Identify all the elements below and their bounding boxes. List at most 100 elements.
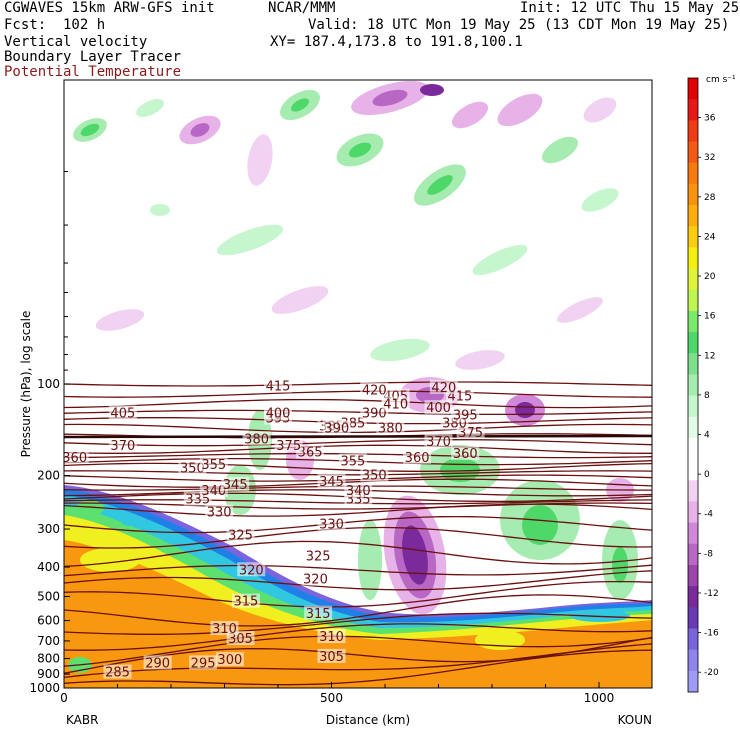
- theta-label-bg: [231, 593, 260, 608]
- colorbar-band: [688, 205, 698, 227]
- colorbar-label: 8: [704, 391, 710, 401]
- colorbar-band: [688, 332, 698, 354]
- theta-line: [64, 540, 652, 568]
- downdraft-area: [247, 134, 273, 186]
- theta-label-bg: [205, 504, 234, 519]
- theta-label: 365: [298, 445, 323, 460]
- downdraft-area: [451, 101, 489, 129]
- colorbar-band: [688, 289, 698, 312]
- endpoint-left-label: KABR: [66, 713, 98, 727]
- updraft-area: [581, 188, 619, 212]
- field-label-boundary-layer-tracer: Boundary Layer Tracer: [4, 49, 182, 65]
- theta-line: [64, 409, 652, 416]
- theta-label: 355: [201, 458, 226, 473]
- downdraft-area: [497, 93, 543, 127]
- theta-label-bg: [451, 446, 480, 461]
- theta-label-bg: [178, 460, 207, 475]
- colorbar-band: [688, 628, 698, 651]
- theta-label-bg: [338, 453, 367, 468]
- y-tick-label: 600: [37, 614, 60, 628]
- updraft-area: [216, 224, 284, 256]
- y-axis-label: Pressure (hPa), log scale: [19, 311, 33, 458]
- theta-label: 330: [207, 506, 232, 521]
- downdraft-core: [372, 89, 408, 107]
- downdraft-core: [515, 402, 535, 418]
- endpoint-right-label: KOUN: [618, 713, 652, 727]
- theta-label-bg: [210, 621, 239, 636]
- updraft-core: [612, 547, 628, 583]
- colorbar-band: [688, 543, 698, 566]
- theta-line: [64, 478, 652, 488]
- theta-label: 305: [228, 632, 253, 647]
- colorbar-band: [688, 226, 698, 248]
- tracer-yellow-patch: [80, 548, 140, 572]
- y-tick-label: 400: [37, 560, 60, 574]
- colorbar-label: -20: [704, 668, 719, 678]
- tracer-orange-band: [64, 540, 652, 688]
- tracer-cyan-patch: [120, 514, 140, 526]
- theta-line: [64, 470, 652, 476]
- colorbar-label: 24: [704, 232, 716, 242]
- theta-line: [64, 503, 652, 517]
- colorbar-band: [688, 416, 698, 439]
- theta-label-bg: [304, 548, 333, 563]
- theta-label-bg: [108, 405, 137, 420]
- theta-label: 350: [180, 462, 205, 477]
- theta-label-bg: [199, 483, 228, 498]
- colorbar-label: -8: [704, 549, 713, 559]
- colorbar-band: [688, 141, 698, 164]
- theta-label-bg: [317, 516, 346, 531]
- y-tick-label: 200: [37, 469, 60, 483]
- theta-label: 290: [145, 656, 170, 671]
- colorbar-band: [688, 395, 698, 418]
- colorbar-band: [688, 522, 698, 545]
- colorbar-label: 28: [704, 193, 716, 203]
- theta-line: [64, 390, 652, 398]
- downdraft-area: [557, 297, 603, 323]
- colorbar-band: [688, 99, 698, 121]
- theta-line: [64, 635, 652, 667]
- colorbar-band: [688, 120, 698, 143]
- theta-label: 380: [378, 421, 403, 436]
- theta-label: 410: [383, 398, 408, 413]
- theta-label: 295: [191, 656, 216, 671]
- colorbar-band: [688, 353, 698, 375]
- theta-label: 375: [276, 439, 301, 454]
- colorbar-band: [688, 607, 698, 629]
- updraft-area: [472, 244, 528, 276]
- theta-label-bg: [360, 405, 389, 420]
- theta-line: [64, 594, 652, 627]
- tracer-green-patch: [76, 500, 104, 516]
- theta-label: 355: [340, 455, 365, 470]
- theta-line: [64, 564, 652, 577]
- theta-label-bg: [237, 562, 266, 577]
- theta-line: [64, 612, 652, 635]
- theta-label: 320: [303, 573, 328, 588]
- colorbar-label: -16: [704, 629, 719, 639]
- theta-label-bg: [424, 433, 453, 448]
- downdraft-area: [455, 350, 505, 370]
- theta-label-bg: [108, 438, 137, 453]
- theta-label: 300: [217, 653, 242, 668]
- theta-label: 390: [362, 406, 387, 421]
- updraft-area: [136, 99, 164, 117]
- theta-label: 360: [405, 451, 430, 466]
- theta-label: 320: [239, 563, 264, 578]
- theta-label-bg: [451, 407, 480, 422]
- theta-label: 350: [362, 469, 387, 484]
- theta-line: [64, 423, 652, 434]
- colorbar-band: [688, 649, 698, 672]
- theta-label-bg: [64, 449, 89, 464]
- y-tick-label: 300: [37, 522, 60, 536]
- theta-line: [64, 649, 652, 686]
- theta-line: [64, 623, 652, 651]
- theta-label-bg: [274, 438, 303, 453]
- theta-label: 310: [212, 622, 237, 637]
- colorbar-label: 20: [704, 272, 716, 282]
- x-tick-label: 0: [60, 691, 68, 705]
- theta-label: 380: [244, 432, 269, 447]
- theta-label-bg: [264, 405, 292, 420]
- theta-label-bg: [215, 652, 244, 667]
